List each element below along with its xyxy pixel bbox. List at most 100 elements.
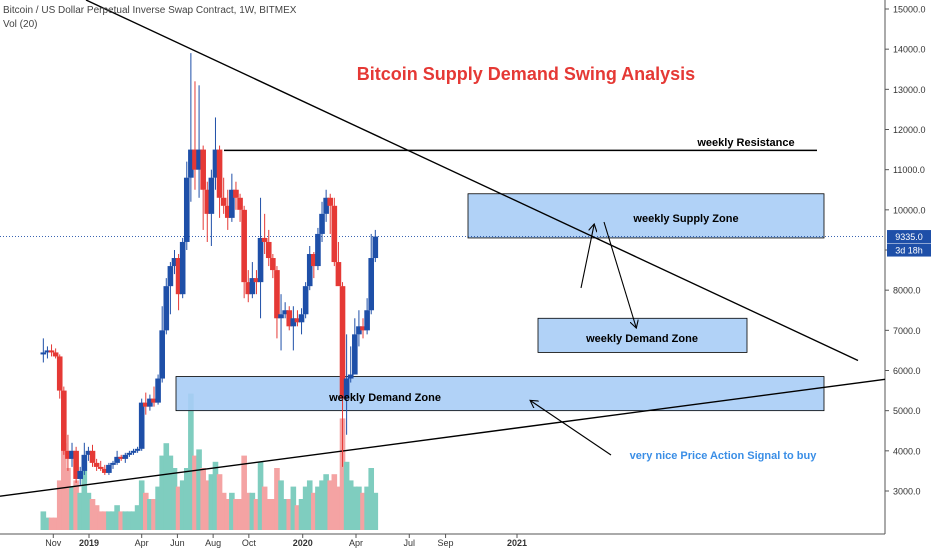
volume-bar xyxy=(261,486,268,530)
time-tick-label: 2019 xyxy=(79,538,99,548)
volume-bar xyxy=(327,480,334,530)
price-badge xyxy=(887,230,931,244)
candle-body xyxy=(204,189,211,214)
volume-bar xyxy=(343,461,350,530)
price-tick-label: 3000.0 xyxy=(893,487,921,497)
candle-body xyxy=(65,450,71,459)
candle-body xyxy=(114,456,120,463)
price-tick-label: 15000.0 xyxy=(893,5,926,15)
volume-bar xyxy=(188,393,194,530)
volume-bar xyxy=(102,511,108,530)
volume-bar xyxy=(65,468,71,530)
candle-body xyxy=(257,237,264,283)
volume-bar xyxy=(155,486,161,530)
volume-bar xyxy=(200,468,206,530)
candle-body xyxy=(52,352,59,357)
volume-bar xyxy=(339,418,346,530)
volume-bar xyxy=(282,499,288,530)
candle-body xyxy=(216,149,223,198)
candle-body xyxy=(188,149,194,178)
candle-body xyxy=(302,286,309,315)
volume-bar xyxy=(352,486,358,530)
chart-title: Bitcoin Supply Demand Swing Analysis xyxy=(357,64,695,84)
candle-body xyxy=(360,326,366,331)
volume-bar xyxy=(315,486,321,530)
candle-body xyxy=(44,350,51,353)
volume-bar xyxy=(77,492,84,530)
volume-bar xyxy=(311,492,317,530)
volume-bar xyxy=(138,480,145,530)
volume-bar xyxy=(229,492,235,530)
volume-bar xyxy=(294,505,301,530)
candle-body xyxy=(151,398,157,403)
price-tick-label: 6000.0 xyxy=(893,366,921,376)
candle-body xyxy=(241,209,247,283)
candle-body xyxy=(265,241,272,259)
volume-bar xyxy=(163,443,170,530)
time-tick-label: Oct xyxy=(242,538,257,548)
candle-body xyxy=(134,448,141,451)
candle-body xyxy=(81,454,88,471)
signal-arrow xyxy=(531,401,612,456)
candle-body xyxy=(155,378,161,403)
volume-bar xyxy=(122,511,129,530)
volume-bar xyxy=(233,499,239,530)
volume-bar xyxy=(40,511,47,530)
volume-bar xyxy=(142,492,149,530)
volume-bar xyxy=(224,499,231,530)
volume-bar xyxy=(110,511,116,530)
volume-bar xyxy=(249,492,256,530)
volume-bar xyxy=(134,505,141,530)
time-tick-label: Jun xyxy=(170,538,185,548)
candle-body xyxy=(237,197,243,210)
candle-body xyxy=(253,278,260,283)
volume-bar xyxy=(257,461,264,530)
volume-bar xyxy=(89,499,96,530)
volume-bar xyxy=(368,468,375,530)
supply-zone-label: weekly Supply Zone xyxy=(632,213,738,225)
volume-bar xyxy=(183,468,190,530)
candle-body xyxy=(347,374,354,379)
candle-body xyxy=(106,464,112,473)
swing-arrow-up xyxy=(580,225,594,289)
price-tick-label: 11000.0 xyxy=(893,165,925,175)
candle-body xyxy=(118,456,125,459)
volume-bar xyxy=(97,511,104,530)
candle-body xyxy=(61,390,67,451)
volume-bar xyxy=(245,492,252,530)
price-tick-label: 10000.0 xyxy=(893,205,926,215)
candle-body xyxy=(212,149,219,178)
volume-bar xyxy=(319,480,325,530)
candle-body xyxy=(319,213,325,234)
volume-bar xyxy=(196,449,202,530)
candle-body xyxy=(229,189,235,218)
price-tick-label: 4000.0 xyxy=(893,446,921,456)
volume-bar xyxy=(175,486,182,530)
time-tick-label: 2020 xyxy=(293,538,313,548)
candle-body xyxy=(200,149,206,190)
demand-zone-lower-label: weekly Demand Zone xyxy=(328,392,441,404)
candle-body xyxy=(110,462,116,465)
candle-body xyxy=(138,402,145,449)
candle-body xyxy=(97,466,104,469)
candle-body xyxy=(196,149,202,170)
volume-bar xyxy=(347,480,354,530)
volume-bar xyxy=(167,455,174,530)
candle-body xyxy=(311,254,317,267)
candle-body xyxy=(315,233,321,267)
volume-bar xyxy=(212,461,219,530)
candle-body xyxy=(167,266,174,287)
candle-body xyxy=(192,149,198,170)
volume-bar xyxy=(270,499,276,530)
volume-indicator-label: Vol (20) xyxy=(3,19,38,30)
candle-body xyxy=(261,237,268,242)
volume-bar xyxy=(114,505,120,530)
volume-bar xyxy=(147,499,153,530)
chart-symbol-title: Bitcoin / US Dollar Perpetual Inverse Sw… xyxy=(3,5,297,16)
candle-body xyxy=(102,468,108,473)
volume-bar xyxy=(290,486,297,530)
candle-body xyxy=(69,450,75,459)
candle-body xyxy=(233,189,239,198)
resistance-label: weekly Resistance xyxy=(696,137,794,149)
candle-body xyxy=(48,350,55,353)
